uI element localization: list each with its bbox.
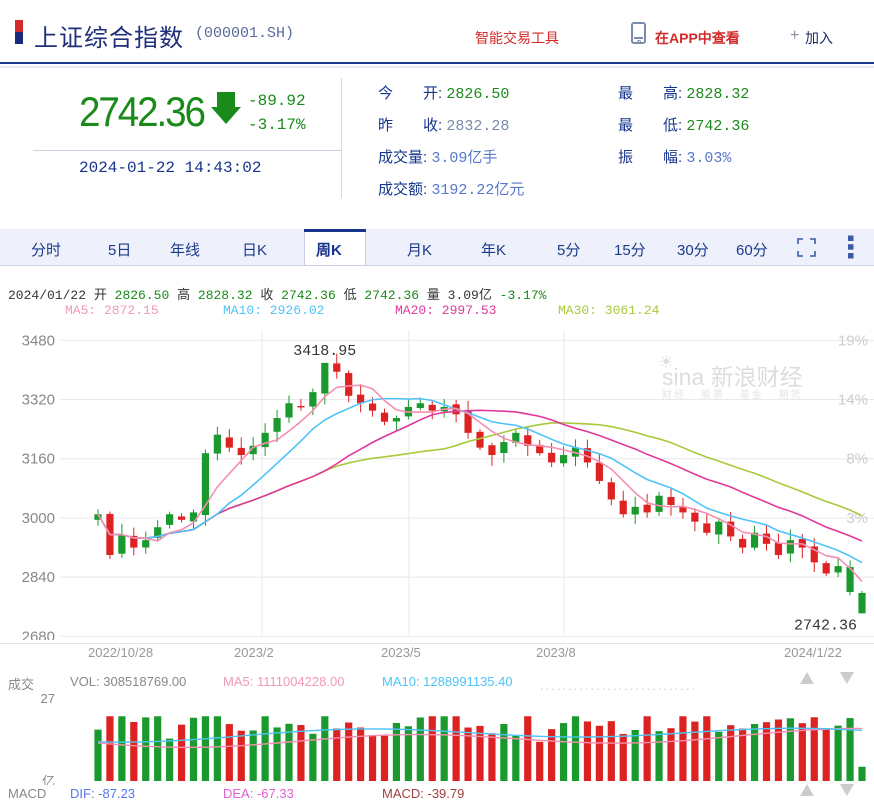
- svg-text:2680: 2680: [22, 628, 55, 640]
- svg-text:亿: 亿: [42, 774, 55, 785]
- svg-text:3480: 3480: [22, 332, 55, 349]
- svg-text:14%: 14%: [838, 392, 868, 409]
- svg-text:3160: 3160: [22, 451, 55, 468]
- svg-text:☀: ☀: [658, 352, 674, 372]
- svg-text:2742.36: 2742.36: [794, 617, 857, 634]
- svg-text:3%: 3%: [846, 510, 868, 527]
- svg-text:sina 新浪财经: sina 新浪财经: [662, 364, 803, 390]
- svg-text:财经 · 股票 · 基金 · 期货: 财经 · 股票 · 基金 · 期货: [662, 388, 803, 401]
- svg-text:3418.95: 3418.95: [293, 343, 356, 360]
- svg-text:2840: 2840: [22, 569, 55, 586]
- svg-text:3320: 3320: [22, 392, 55, 409]
- svg-text:27: 27: [41, 691, 55, 706]
- svg-text:8%: 8%: [846, 451, 868, 468]
- svg-text:19%: 19%: [838, 332, 868, 349]
- svg-text:3000: 3000: [22, 510, 55, 527]
